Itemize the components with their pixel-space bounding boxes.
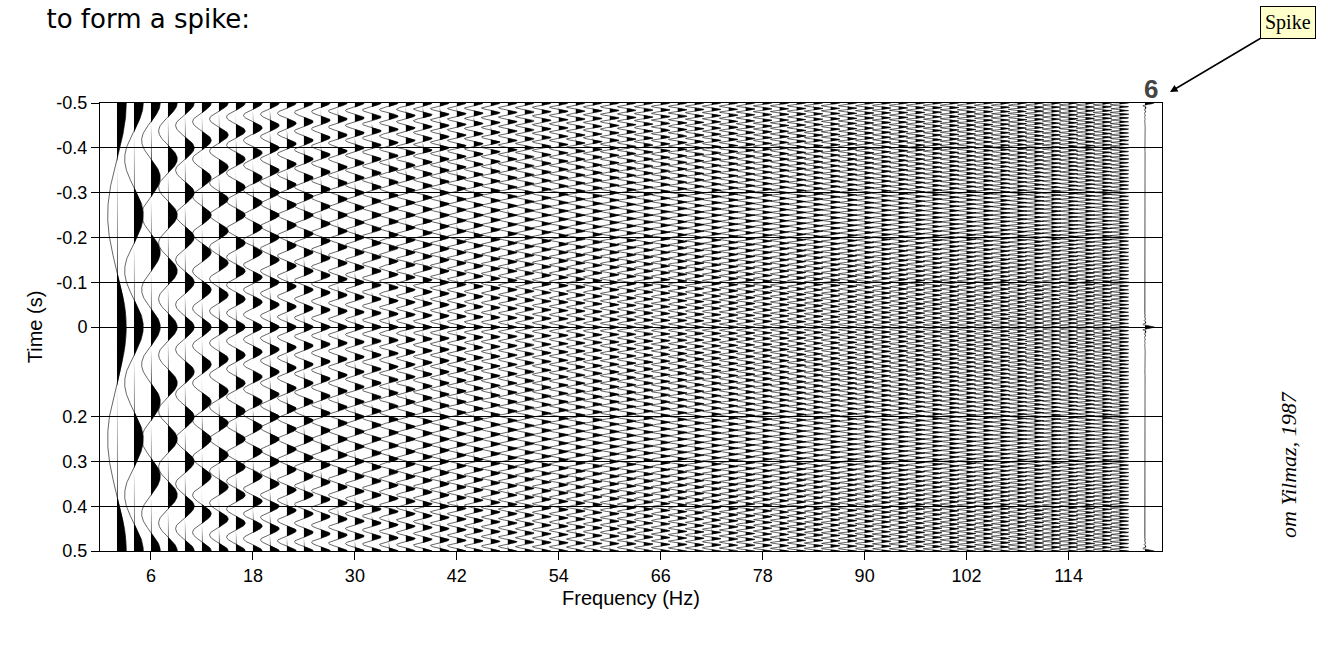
svg-text:0.2: 0.2 (62, 407, 87, 427)
svg-text:102: 102 (952, 566, 982, 586)
svg-text:66: 66 (651, 566, 671, 586)
svg-text:Frequency (Hz): Frequency (Hz) (562, 587, 700, 609)
svg-text:to form a spike:: to form a spike: (46, 4, 250, 34)
svg-text:78: 78 (753, 566, 773, 586)
svg-text:om Yilmaz, 1987: om Yilmaz, 1987 (1276, 391, 1301, 538)
svg-text:0.3: 0.3 (62, 452, 87, 472)
svg-text:0: 0 (77, 317, 87, 337)
svg-text:54: 54 (549, 566, 569, 586)
svg-text:-0.4: -0.4 (56, 138, 87, 158)
svg-text:Spike: Spike (1265, 11, 1311, 34)
svg-text:6: 6 (146, 566, 156, 586)
svg-text:0.4: 0.4 (62, 497, 87, 517)
svg-text:-0.1: -0.1 (56, 273, 87, 293)
svg-text:Time (s): Time (s) (24, 291, 46, 364)
svg-text:-0.2: -0.2 (56, 228, 87, 248)
svg-text:30: 30 (345, 566, 365, 586)
svg-text:114: 114 (1054, 566, 1083, 586)
svg-text:6: 6 (1144, 74, 1158, 104)
svg-text:-0.5: -0.5 (56, 93, 87, 113)
svg-text:-0.3: -0.3 (56, 183, 87, 203)
svg-text:42: 42 (447, 566, 467, 586)
svg-text:90: 90 (855, 566, 875, 586)
svg-text:18: 18 (243, 566, 263, 586)
svg-text:0.5: 0.5 (62, 541, 87, 561)
